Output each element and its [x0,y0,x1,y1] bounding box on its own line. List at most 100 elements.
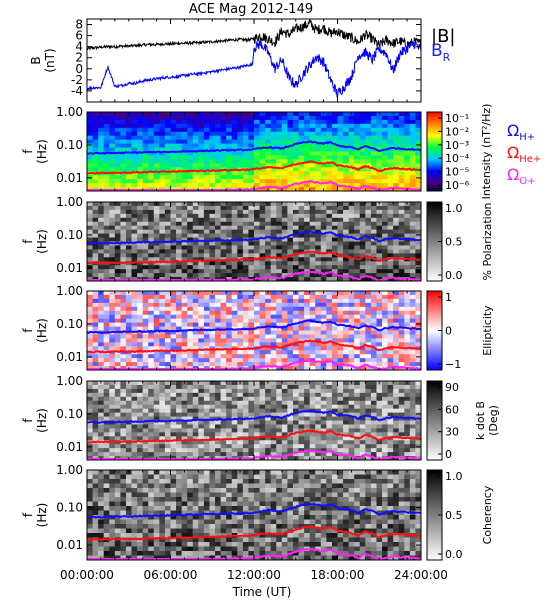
spectrogram-cell [176,408,183,413]
spectrogram-cell [365,436,372,441]
spectrogram-cell [187,314,194,320]
spectrogram-cell [276,456,283,461]
spectrogram-cell [226,139,233,144]
spectrogram-cell [92,163,99,168]
spectrogram-cell [315,143,322,148]
spectrogram-cell [292,183,299,188]
spectrogram-cell [259,175,266,180]
spectrogram-cell [187,306,194,312]
spectrogram-cell [92,265,99,270]
spectrogram-cell [270,171,277,176]
spectrogram-cell [259,448,266,453]
spectrogram-cell [131,217,138,223]
spectrogram-cell [159,171,166,176]
spectrogram-cell [176,237,183,242]
spectrogram-cell [343,159,350,164]
spectrogram-cell [359,291,366,296]
spectrogram-cell [354,135,361,141]
spectrogram-cell [270,202,277,207]
spectrogram-cell [348,322,355,327]
spectrogram-cell [276,241,283,246]
spectrogram-cell [137,147,144,152]
spectrogram-cell [376,139,383,144]
spectrogram-cell [176,155,183,160]
spectrogram-cell [120,334,127,339]
spectrogram-cell [326,392,333,398]
spectrogram-cell [270,452,277,457]
spectrogram-cell [265,217,272,223]
spectrogram-cell [215,358,221,363]
spectrogram-cell [98,310,105,316]
spectrogram-cell [248,330,255,335]
spectrogram-cell [203,217,210,223]
spectrogram-cell [131,381,138,386]
spectrogram-cell [181,388,188,394]
spectrogram-cell [259,350,266,355]
spectrogram-cell [382,388,388,394]
spectrogram-cell [415,306,422,312]
spectrogram-cell [320,298,327,304]
spectrogram-cell [365,412,372,417]
spectrogram-cell [315,298,322,304]
spectrogram-cell [114,167,121,172]
spectrogram-cell [192,183,199,188]
spectrogram-cell [226,424,233,429]
spectrogram-cell [242,342,249,347]
spectrogram-cell [331,408,338,413]
spectrogram-cell [315,183,322,188]
spectrogram-cell [215,115,221,121]
spectrogram-cell [187,202,194,207]
spectrogram-cell [287,155,294,160]
spectrogram-cell [103,123,110,129]
spectrogram-cell [198,424,205,429]
spectrogram-cell [309,334,316,339]
spectrogram-cell [404,334,411,339]
spectrogram-cell [315,326,322,331]
spectrogram-cell [343,127,350,133]
spectrogram-cell [259,322,266,327]
spectrogram-cell [103,408,110,413]
spectrogram-cell [164,346,171,351]
spectrogram-cell [114,381,121,386]
spectrogram-cell [215,424,221,429]
spectrogram-cell [270,314,277,320]
spectrogram-cell [153,452,160,457]
spectrogram-cell [226,396,233,402]
spectrogram-cell [176,362,183,367]
y-tick-label: 0.10 [56,138,83,152]
spectrogram-cell [309,366,316,371]
spectrogram-cell [287,338,294,343]
spectrogram-cell [393,334,400,339]
spectrogram-cell [187,205,194,211]
spectrogram-cell [198,396,205,402]
spectrogram-cell [331,119,338,125]
spectrogram-cell [320,163,327,168]
spectrogram-cell [309,306,316,312]
spectrogram-cell [109,396,116,402]
spectrogram-cell [198,408,205,413]
spectrogram-cell [292,310,299,316]
spectrogram-cell [348,330,355,335]
spectrogram-cell [270,159,277,164]
spectrogram-cell [265,183,272,188]
spectrogram-cell [153,424,160,429]
spectrogram-cell [114,131,121,137]
spectrogram-cell [343,314,350,320]
spectrogram-cell [242,448,249,453]
spectrogram-cell [198,175,205,180]
spectrogram-cell [98,400,105,406]
spectrogram-cell [148,163,155,168]
spectrogram-cell [398,277,405,282]
spectrogram-cell [281,381,288,386]
spectrogram-cell [265,334,272,339]
spectrogram-cell [287,171,294,176]
spectrogram-cell [393,294,400,300]
spectrogram-cell [370,213,377,219]
spectrogram-cell [226,428,233,433]
spectrogram-cell [376,127,383,133]
spectrogram-cell [220,163,227,168]
spectrogram-cell [98,342,105,347]
spectrogram-cell [159,245,166,250]
spectrogram-cell [192,139,199,144]
spectrogram-cell [109,273,116,278]
